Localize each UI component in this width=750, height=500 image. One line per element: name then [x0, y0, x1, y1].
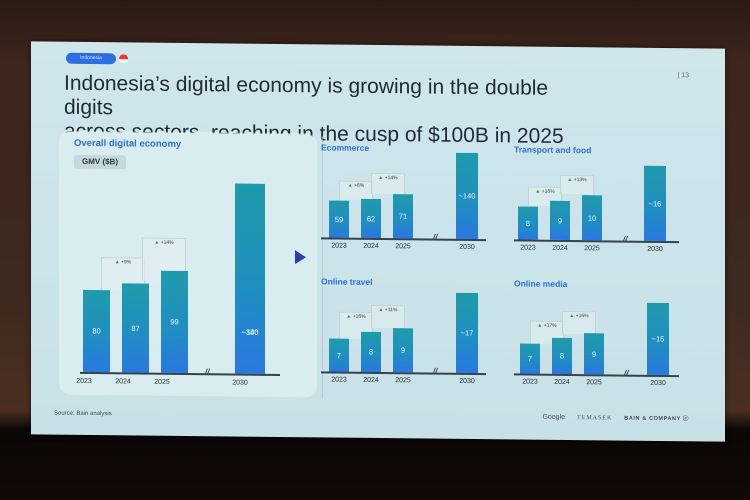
bar-2025: 71: [393, 194, 413, 239]
axis-break: //: [205, 367, 210, 377]
bar-2030: ~180 ~340: [235, 183, 265, 374]
transport-food-chart: Transport and food ▲ +16% ▲ +13% 8 9 10 …: [514, 144, 679, 256]
bar-2024: 8: [552, 337, 572, 375]
x-label: 2030: [647, 245, 663, 253]
bar-2023: 7: [520, 343, 540, 374]
bar-2023: 59: [329, 200, 349, 238]
growth-bracket: ▲ +11%: [371, 304, 405, 329]
x-label: 2025: [395, 377, 411, 385]
x-label: 2025: [395, 243, 411, 251]
x-label: 2024: [552, 244, 568, 252]
x-label: 2025: [154, 378, 170, 386]
axis-break: //: [433, 232, 438, 242]
x-label: 2030: [650, 379, 666, 388]
bar-2024: 9: [550, 200, 570, 241]
temasek-logo: TEMASEK: [576, 415, 613, 422]
growth-bracket: ▲ +16%: [562, 310, 596, 335]
growth-bracket: ▲ +14%: [371, 172, 405, 195]
x-label: 2024: [363, 376, 379, 385]
online-media-chart: Online media ▲ +17% ▲ +16% 7 8 9 ~15 // …: [514, 278, 679, 390]
x-label: 2023: [522, 378, 538, 386]
axis-break: //: [433, 366, 438, 376]
bar-2030: ~17: [456, 292, 478, 374]
bar-2030: ~140: [456, 152, 478, 240]
partner-logos: Google TEMASEK BAIN & COMPANY ⓒ: [532, 413, 689, 423]
x-axis: [321, 371, 486, 375]
play-arrow-icon: [295, 250, 306, 265]
bar-2024: 62: [361, 198, 381, 239]
bar-2025: 99: [161, 270, 188, 374]
unit-chip: GMV ($B): [74, 154, 126, 170]
axis-break: //: [624, 368, 629, 378]
x-label: 2025: [586, 379, 602, 387]
axis-break: //: [623, 234, 628, 244]
bar-2024: 87: [122, 283, 149, 373]
bar-2024: 8: [361, 331, 381, 373]
bain-logo: BAIN & COMPANY ⓒ: [624, 415, 689, 423]
panel-title: Overall digital economy: [74, 137, 182, 150]
x-label: 2023: [331, 242, 347, 250]
x-axis: [514, 239, 679, 243]
x-label: 2025: [584, 245, 600, 253]
x-label: 2023: [520, 244, 536, 252]
country-tag: Indonesia: [66, 52, 116, 65]
bar-2030: ~16: [644, 165, 666, 242]
overall-chart: ▲ +9% ▲ +14% 80 87 99 ~180 ~340: [80, 172, 280, 374]
x-label: 2024: [554, 378, 570, 387]
title-line-1: Indonesia’s digital economy is growing i…: [64, 71, 549, 120]
bar-2023: 80: [83, 289, 110, 373]
bar-2025: 9: [584, 333, 604, 375]
x-label: 2023: [76, 377, 92, 386]
x-label: 2023: [331, 376, 347, 384]
x-axis: [321, 237, 486, 241]
ecommerce-chart: Ecommerce ▲ +6% ▲ +14% 59 62 71 ~140 // …: [321, 142, 486, 254]
online-travel-chart: Online travel ▲ +16% ▲ +11% 7 8 9 ~17 //…: [321, 276, 486, 388]
bar-2025: 9: [393, 328, 413, 373]
x-axis: [514, 373, 679, 377]
x-label: 2030: [459, 377, 475, 386]
x-label: 2024: [363, 242, 379, 251]
bar-2025: 10: [582, 195, 602, 241]
bar-2023: 7: [329, 338, 349, 372]
overall-digital-economy-panel: Overall digital economy GMV ($B) ▲ +9% ▲…: [60, 131, 316, 397]
growth-up-icon: ▲: [154, 239, 160, 246]
indonesia-flag-icon: [119, 54, 128, 64]
source-note: Source: Bain analysis: [54, 410, 112, 418]
google-logo: Google: [542, 413, 566, 421]
presentation-slide: Indonesia | 13 Indonesia’s digital econo…: [31, 41, 725, 442]
growth-bracket: ▲ +13%: [560, 174, 594, 195]
growth-up-icon: ▲: [114, 259, 120, 266]
bar-2023: 8: [518, 206, 538, 240]
x-label: 2024: [115, 378, 131, 386]
x-label: 2030: [232, 379, 248, 387]
page-number: | 13: [677, 72, 689, 80]
bar-2030: ~15: [647, 302, 669, 376]
x-label: 2030: [459, 243, 475, 252]
growth-bracket: ▲ +6%: [339, 180, 373, 200]
